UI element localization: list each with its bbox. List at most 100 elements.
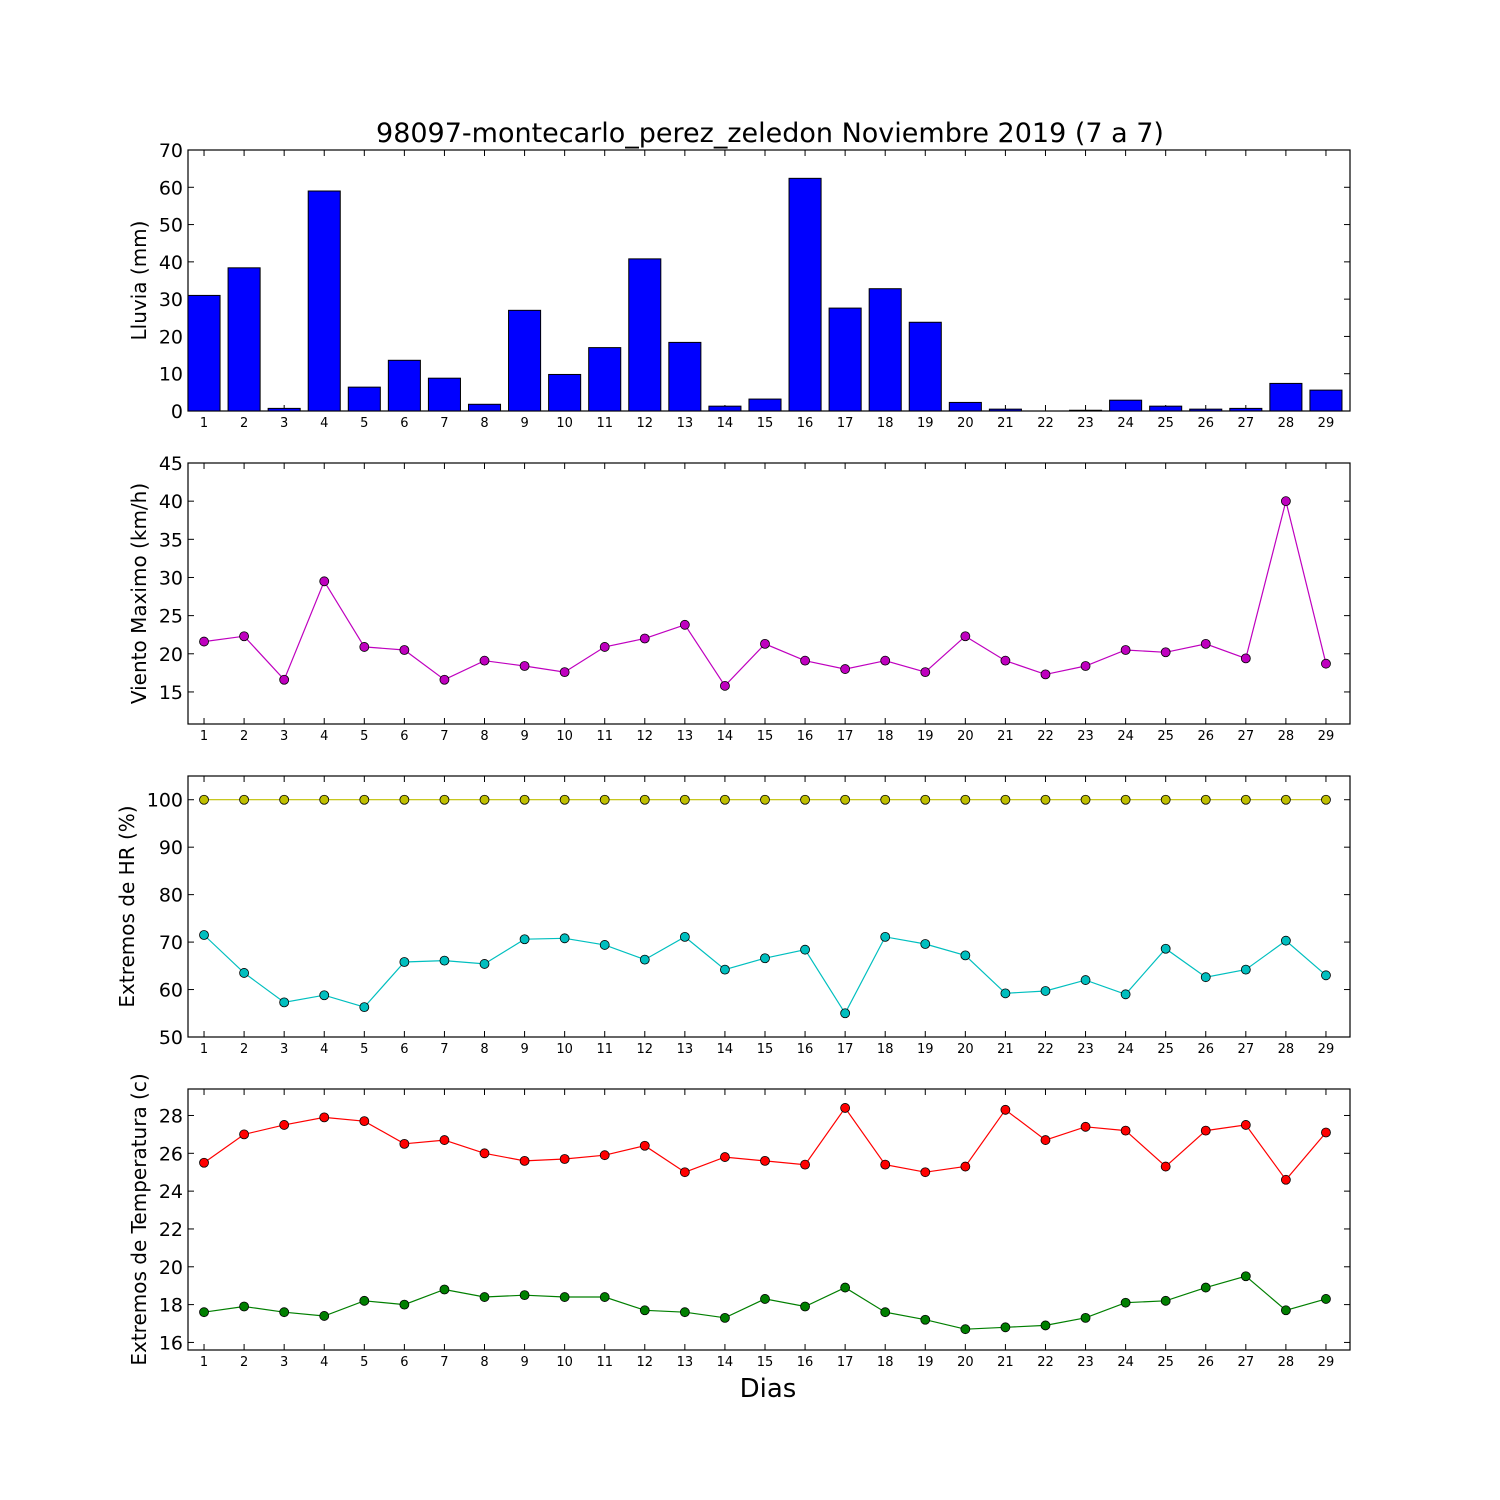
x-tick-label: 1 [200,416,208,431]
data-point-day-29 [1321,658,1331,669]
x-tick-label: 15 [757,416,774,431]
y-tick-label: 26 [159,1143,183,1165]
bar-day-23 [1069,409,1103,412]
data-point-day-11 [599,1150,610,1161]
bar-day-12 [628,258,662,412]
data-point-day-14 [720,964,730,975]
bar-day-5 [347,386,381,412]
x-tick-label: 5 [360,1355,368,1370]
plot-frame [187,462,1351,725]
data-point-day-1 [199,636,209,647]
y-tick-label: 35 [159,529,183,551]
data-point-day-9 [519,1155,530,1166]
data-point-day-5 [359,794,370,805]
data-point-day-26 [1200,972,1211,983]
bar-day-7 [427,377,461,412]
data-point-day-5 [359,1116,370,1127]
data-point-day-18 [880,1307,891,1318]
x-tick-label: 19 [917,416,934,431]
data-point-day-6 [399,645,410,655]
y-tick-label: 30 [159,289,183,311]
data-point-day-24 [1120,989,1131,1000]
x-tick-label: 6 [400,729,408,744]
data-point-day-21 [1000,794,1011,805]
data-point-day-24 [1120,794,1131,805]
x-tick-label: 20 [957,729,974,744]
data-point-day-28 [1280,935,1291,946]
data-point-day-15 [760,953,770,964]
x-tick-label: 9 [520,1042,528,1057]
data-point-day-8 [479,1292,490,1302]
data-point-day-27 [1240,653,1251,664]
x-tick-label: 13 [677,1042,694,1057]
x-tick-label: 16 [797,729,814,744]
x-tick-label: 23 [1077,1355,1094,1370]
data-point-day-11 [599,642,610,652]
x-tick-label: 16 [797,416,814,431]
data-point-day-12 [639,633,650,644]
data-point-day-8 [479,794,490,805]
data-point-day-1 [199,794,209,805]
bar-day-4 [307,190,341,412]
data-point-day-15 [760,794,770,805]
y-tick-label: 50 [159,215,183,237]
x-tick-label: 9 [520,729,528,744]
x-tick-label: 13 [677,1355,694,1370]
x-tick-label: 24 [1117,1042,1134,1057]
bar-day-6 [387,359,421,412]
data-point-day-10 [559,1154,570,1164]
data-point-day-8 [479,1148,490,1159]
data-point-day-22 [1040,1135,1051,1145]
x-tick-label: 13 [677,729,694,744]
x-tick-label: 15 [757,729,774,744]
x-tick-label: 11 [596,1355,613,1370]
data-point-day-22 [1040,1320,1051,1331]
x-tick-label: 15 [757,1355,774,1370]
x-axis-label: Dias [740,1374,797,1404]
data-point-day-10 [559,667,570,678]
y-tick-label: 16 [159,1332,183,1354]
x-tick-label: 26 [1197,416,1214,431]
x-tick-label: 1 [200,729,208,744]
data-point-day-29 [1321,1294,1331,1304]
x-tick-label: 3 [280,416,288,431]
data-point-day-3 [279,674,290,685]
x-tick-label: 5 [360,729,368,744]
data-point-day-13 [679,931,690,942]
bar-day-1 [187,294,221,412]
data-point-day-21 [1000,655,1011,666]
bar-day-28 [1269,382,1303,412]
x-tick-label: 22 [1037,416,1054,431]
x-tick-label: 6 [400,1042,408,1057]
data-point-day-23 [1080,1121,1091,1132]
data-point-day-28 [1280,794,1291,805]
x-tick-label: 6 [400,416,408,431]
y-tick-label: 80 [159,885,183,907]
data-point-day-19 [920,1167,931,1178]
data-point-day-2 [239,631,249,642]
data-point-day-26 [1200,1282,1211,1293]
x-tick-label: 17 [837,1042,854,1057]
x-tick-label: 25 [1157,1042,1174,1057]
bar-day-26 [1189,408,1223,412]
y-tick-label: 15 [159,682,183,704]
bar-day-8 [467,403,502,412]
x-tick-label: 25 [1157,416,1174,431]
x-tick-label: 21 [997,729,1014,744]
data-point-day-1 [199,930,209,940]
data-point-day-20 [960,950,971,961]
series-line-1 [203,501,1327,687]
x-tick-label: 11 [596,1042,613,1057]
data-point-day-1 [199,1307,209,1318]
x-tick-label: 4 [320,416,328,431]
x-tick-label: 18 [877,1042,894,1057]
x-tick-label: 19 [917,729,934,744]
bar-day-20 [948,401,982,412]
y-tick-label: 60 [159,177,183,199]
x-tick-label: 24 [1117,1355,1134,1370]
x-tick-label: 28 [1278,416,1295,431]
chart-title: 98097-montecarlo_perez_zeledon Noviembre… [376,118,1164,149]
data-point-day-12 [639,794,650,805]
x-tick-label: 3 [280,729,288,744]
data-point-day-14 [720,1312,730,1323]
